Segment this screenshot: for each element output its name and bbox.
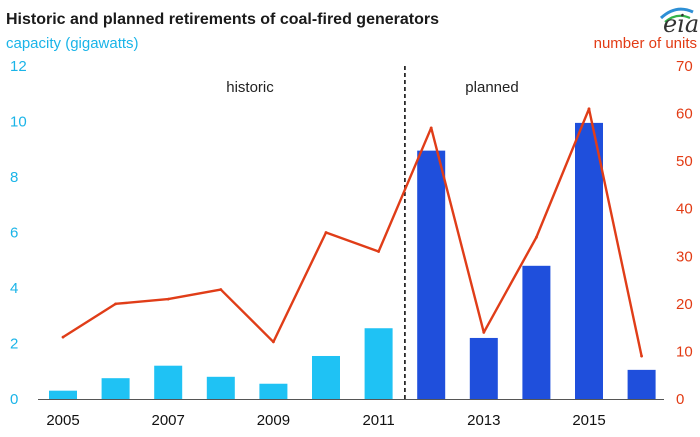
units-point — [324, 231, 328, 234]
right-tick-label: 70 — [676, 58, 693, 75]
x-axis-ticks: 2005 2007 2009 2011 2013 2015 — [46, 412, 605, 429]
right-tick-label: 10 — [676, 343, 693, 360]
x-tick-label: 2011 — [362, 412, 394, 429]
left-tick-label: 4 — [10, 280, 18, 297]
right-tick-label: 20 — [676, 296, 693, 313]
region-label-historic: historic — [226, 79, 274, 96]
capacity-bar — [259, 383, 288, 399]
capacity-bar — [312, 355, 340, 399]
left-tick-label: 8 — [10, 169, 18, 186]
units-point — [166, 297, 170, 301]
right-tick-label: 60 — [676, 106, 693, 123]
capacity-bars — [49, 122, 656, 399]
units-point — [272, 340, 275, 344]
left-axis-ticks: 0 2 4 6 8 10 12 — [10, 58, 27, 408]
left-tick-label: 12 — [10, 58, 27, 75]
right-tick-label: 50 — [676, 153, 693, 170]
units-point — [535, 235, 538, 239]
x-tick-label: 2005 — [46, 412, 79, 429]
left-tick-label: 10 — [10, 114, 27, 131]
right-tick-label: 40 — [676, 201, 693, 218]
units-point — [482, 331, 486, 334]
right-axis-label: number of units — [594, 35, 697, 52]
right-axis-ticks: 0 10 20 30 40 50 60 70 — [676, 58, 693, 408]
x-tick-label: 2015 — [572, 412, 605, 429]
capacity-bar — [627, 369, 656, 399]
right-tick-label: 0 — [676, 391, 684, 408]
capacity-bar — [522, 265, 551, 399]
units-point — [114, 302, 117, 306]
capacity-bar — [575, 122, 603, 399]
region-labels: historic planned — [226, 79, 518, 96]
x-tick-label: 2007 — [152, 412, 185, 429]
left-tick-label: 6 — [10, 225, 18, 242]
logo-arc-green — [664, 14, 691, 23]
capacity-bar — [417, 150, 446, 399]
units-point — [429, 126, 433, 130]
capacity-bar — [154, 365, 183, 399]
chart-title: Historic and planned retirements of coal… — [6, 11, 439, 28]
capacity-bar — [49, 390, 77, 399]
capacity-bar — [101, 378, 130, 399]
capacity-bar — [206, 376, 235, 399]
x-tick-label: 2013 — [467, 412, 500, 429]
left-tick-label: 0 — [10, 391, 18, 408]
region-label-planned: planned — [465, 79, 518, 96]
units-line — [62, 107, 643, 357]
units-point — [587, 107, 591, 111]
logo-arc-blue — [659, 7, 694, 20]
capacity-bar — [469, 337, 498, 399]
eia-logo: eia — [659, 7, 699, 38]
x-tick-label: 2009 — [257, 412, 290, 429]
left-axis-label: capacity (gigawatts) — [6, 35, 139, 52]
units-point — [640, 354, 643, 358]
units-point — [377, 250, 380, 253]
units-point — [61, 335, 65, 339]
units-line-series — [61, 107, 643, 358]
left-tick-label: 2 — [10, 336, 18, 353]
capacity-bar — [364, 328, 393, 399]
logo-text: eia — [663, 10, 699, 38]
right-tick-label: 30 — [676, 248, 693, 265]
units-point — [219, 288, 223, 291]
